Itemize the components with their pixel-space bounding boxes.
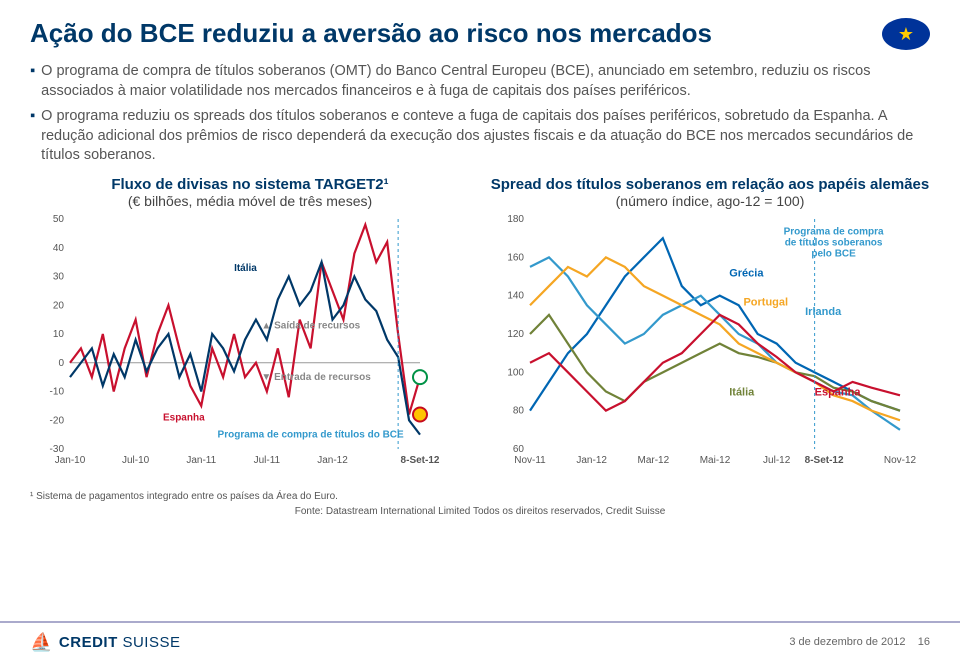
svg-text:180: 180 <box>507 214 524 225</box>
svg-text:-30: -30 <box>50 444 65 455</box>
brand-b: SUISSE <box>122 634 180 651</box>
svg-text:Grécia: Grécia <box>729 267 764 279</box>
svg-text:Irlanda: Irlanda <box>805 306 842 318</box>
svg-text:Jul-10: Jul-10 <box>122 455 150 466</box>
svg-text:Portugal: Portugal <box>743 296 788 308</box>
bullet-1: O programa de compra de títulos soberano… <box>41 62 930 101</box>
svg-text:140: 140 <box>507 290 524 301</box>
svg-text:0: 0 <box>58 358 64 369</box>
svg-text:Jan-12: Jan-12 <box>317 455 348 466</box>
svg-text:20: 20 <box>53 300 65 311</box>
svg-text:Itália: Itália <box>729 386 755 398</box>
svg-text:Jan-11: Jan-11 <box>186 455 216 466</box>
svg-text:8-Set-12: 8-Set-12 <box>805 455 844 466</box>
left-chart-subtitle: (€ bilhões, média móvel de três meses) <box>30 193 470 209</box>
svg-text:100: 100 <box>507 367 524 378</box>
left-chart-svg: -30 -20 -10 0 10 20 30 40 50 Jan-10 Jul-10 Jan-11 Ju… <box>30 209 470 489</box>
svg-text:Itália: Itália <box>234 263 257 274</box>
svg-text:60: 60 <box>513 444 525 455</box>
source: Fonte: Datastream International Limited … <box>30 506 930 517</box>
svg-text:Jul-12: Jul-12 <box>763 455 791 466</box>
svg-text:Espanha: Espanha <box>815 386 862 398</box>
svg-text:Programa de compra de títulos: Programa de compra de títulos do BCE <box>218 429 404 440</box>
footer: ⛵ CREDIT SUISSE 3 de dezembro de 2012 16 <box>0 621 960 661</box>
left-chart-title: Fluxo de divisas no sistema TARGET2¹ <box>30 176 470 193</box>
svg-text:▼ Entrada de recursos: ▼ Entrada de recursos <box>261 372 371 383</box>
eu-flag-icon: ★ <box>882 18 930 50</box>
svg-text:30: 30 <box>53 271 65 282</box>
footnote: ¹ Sistema de pagamentos integrado entre … <box>30 491 930 502</box>
footer-page: 16 <box>918 636 930 648</box>
svg-text:160: 160 <box>507 252 524 263</box>
svg-text:▲ Saída de recursos: ▲ Saída de recursos <box>261 320 360 331</box>
svg-text:10: 10 <box>53 329 65 340</box>
bullet-2: O programa reduziu os spreads dos título… <box>41 107 930 166</box>
left-chart: Fluxo de divisas no sistema TARGET2¹ (€ … <box>30 176 470 489</box>
svg-text:50: 50 <box>53 214 65 225</box>
brand-a: CREDIT <box>59 634 118 651</box>
svg-text:80: 80 <box>513 405 525 416</box>
sails-icon: ⛵ <box>30 632 53 653</box>
brand-logo: ⛵ CREDIT SUISSE <box>30 632 180 653</box>
svg-text:-20: -20 <box>50 415 65 426</box>
svg-text:Jan-10: Jan-10 <box>55 455 86 466</box>
svg-text:-10: -10 <box>50 386 65 397</box>
footer-date: 3 de dezembro de 2012 <box>789 636 905 648</box>
right-chart-title: Spread dos títulos soberanos em relação … <box>490 176 930 193</box>
page-title: Ação do BCE reduziu a aversão ao risco n… <box>30 18 882 49</box>
right-chart: Spread dos títulos soberanos em relação … <box>490 176 930 489</box>
svg-text:40: 40 <box>53 243 65 254</box>
svg-text:Jan-12: Jan-12 <box>576 455 607 466</box>
body-text: ▪O programa de compra de títulos soberan… <box>30 62 930 166</box>
svg-text:8-Set-12: 8-Set-12 <box>401 455 440 466</box>
svg-text:Mai-12: Mai-12 <box>700 455 731 466</box>
right-chart-subtitle: (número índice, ago-12 = 100) <box>490 193 930 209</box>
svg-text:Espanha: Espanha <box>163 412 205 423</box>
svg-text:120: 120 <box>507 329 524 340</box>
right-chart-svg: 60 80 100 120 140 160 180 Nov-11 Jan-12 Mar-12 Mai… <box>490 209 930 489</box>
svg-text:Nov-12: Nov-12 <box>884 455 917 466</box>
svg-text:Programa de comprade títulos s: Programa de comprade títulos soberanospe… <box>784 226 884 259</box>
svg-text:Nov-11: Nov-11 <box>514 455 546 466</box>
svg-text:Jul-11: Jul-11 <box>254 455 281 466</box>
svg-text:Mar-12: Mar-12 <box>637 455 669 466</box>
